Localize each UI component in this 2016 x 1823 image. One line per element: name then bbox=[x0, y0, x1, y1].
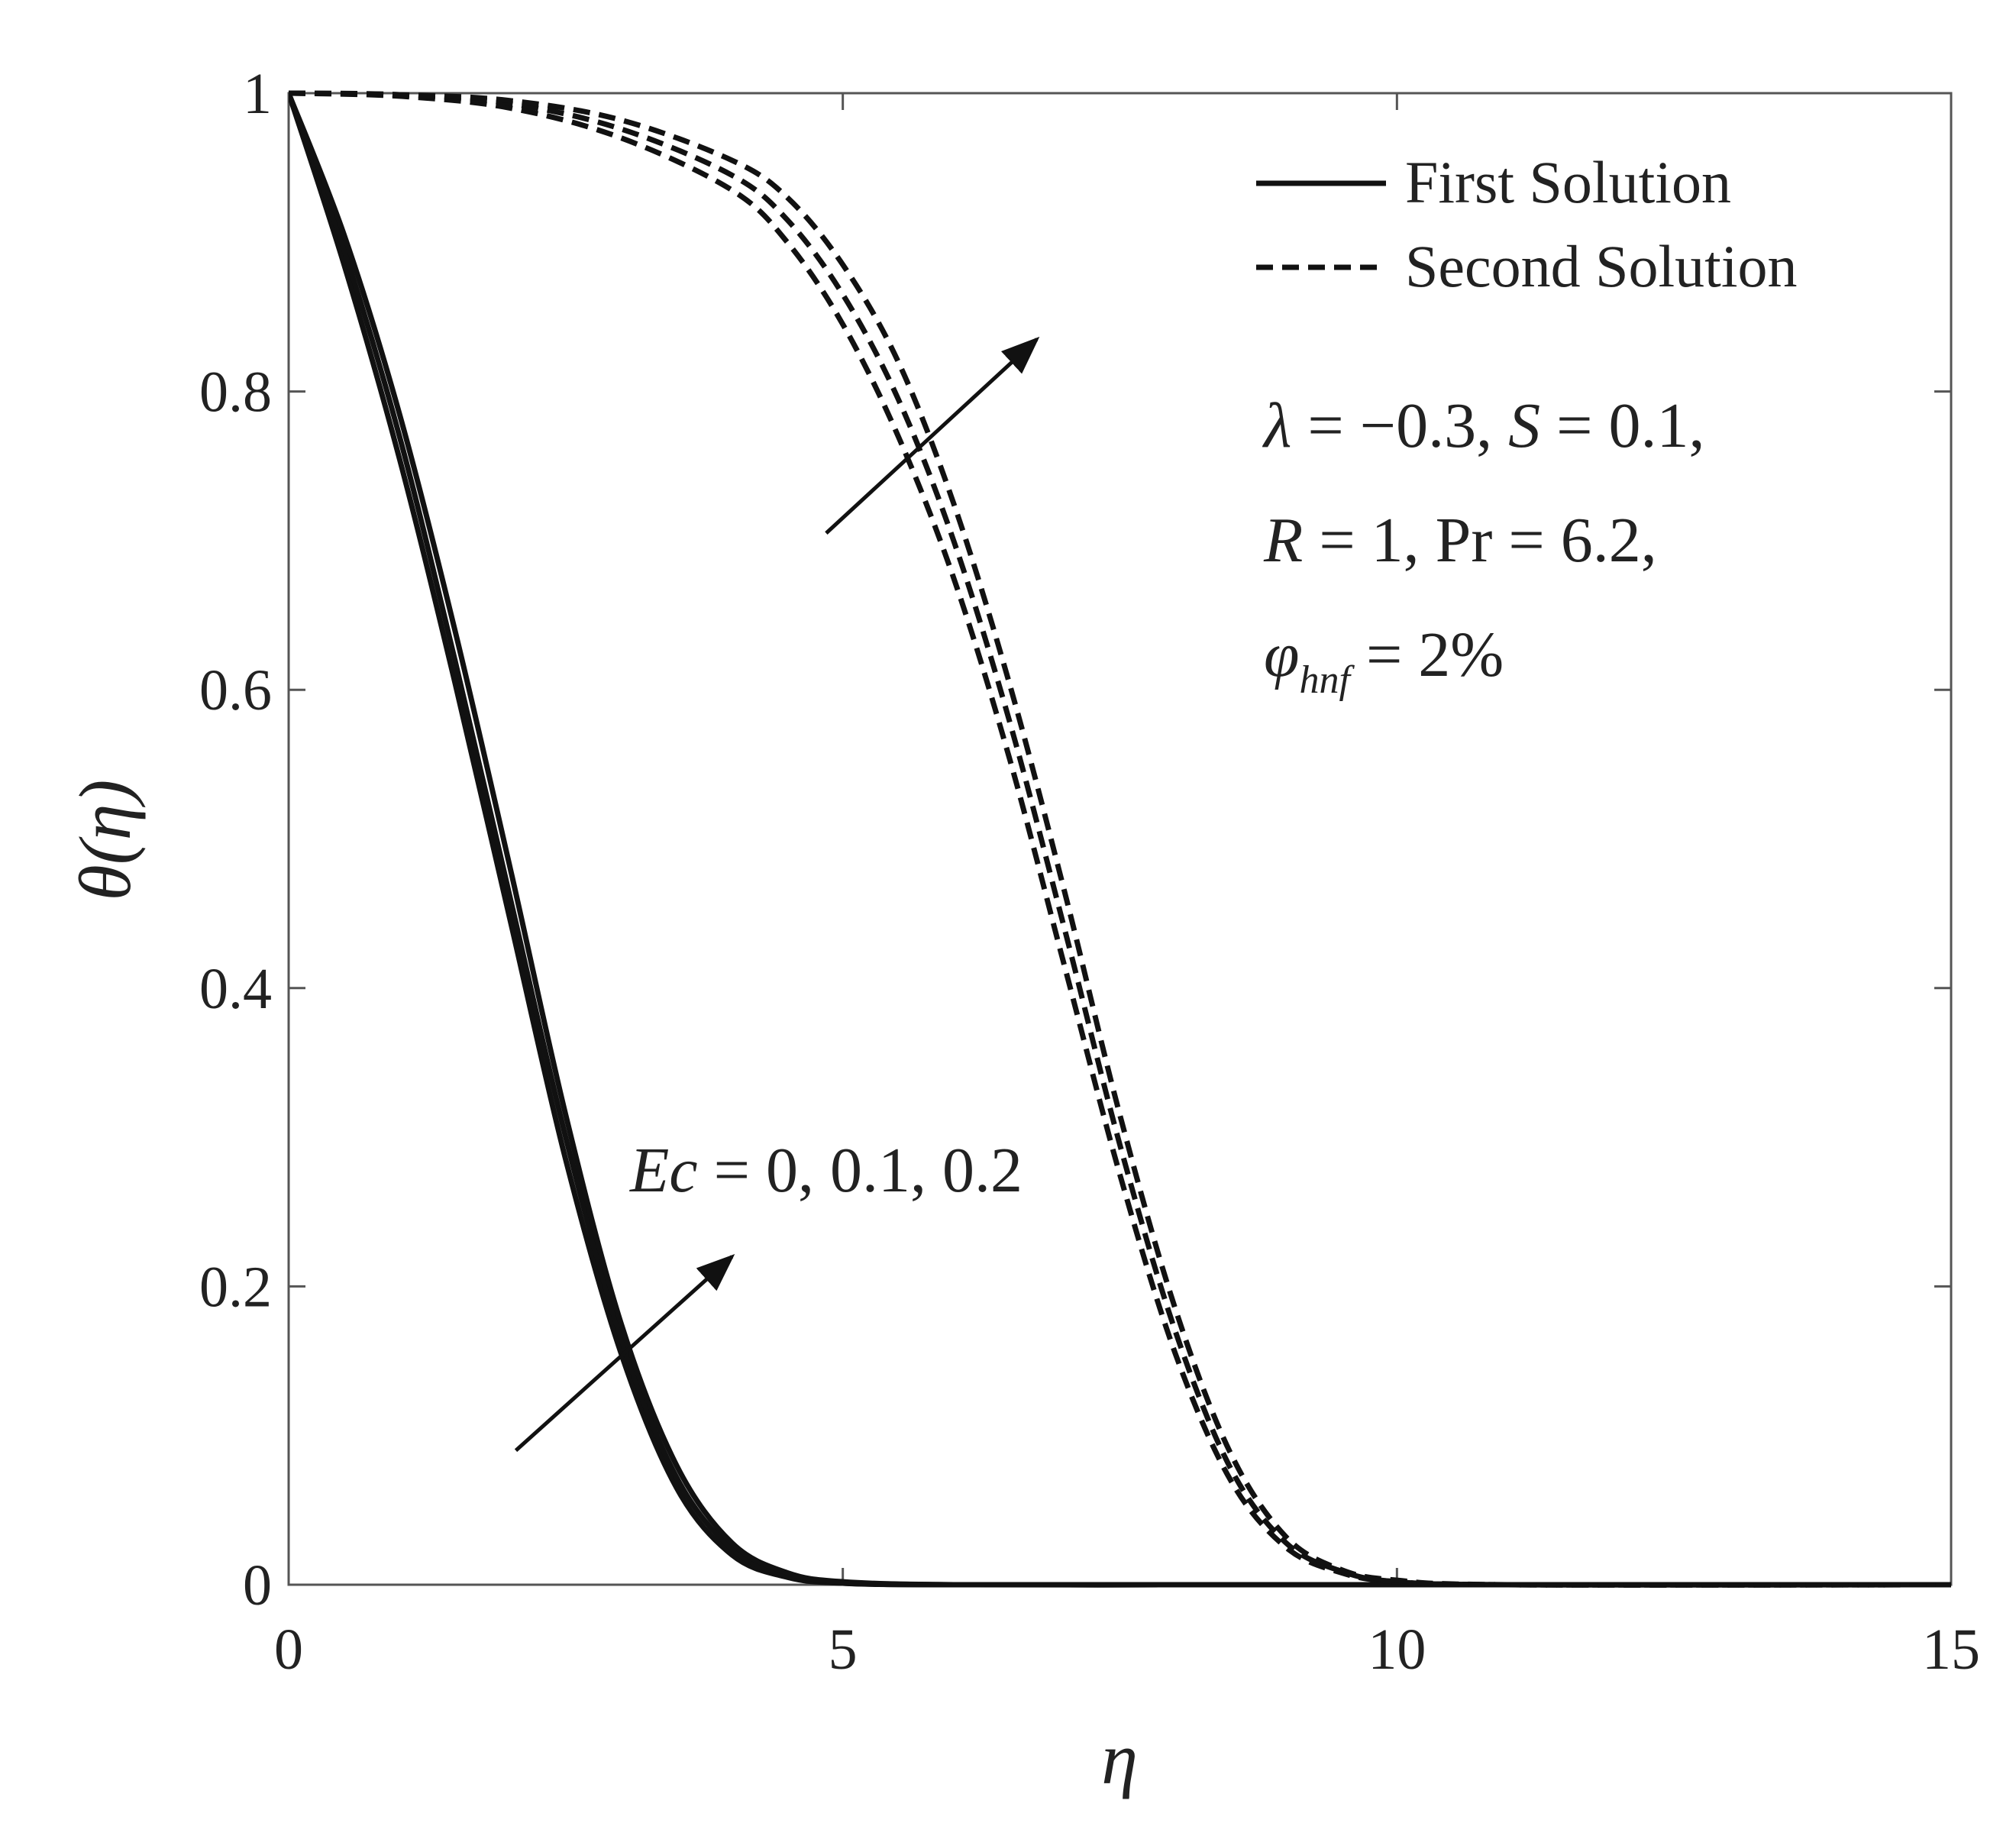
second-solution-line-1 bbox=[289, 90, 1951, 1588]
x-tick-label: 0 bbox=[274, 1618, 303, 1682]
y-tick-label: 1 bbox=[243, 62, 272, 126]
ec-symbol: Ec bbox=[629, 1135, 698, 1206]
y-tick-label: 0.8 bbox=[199, 360, 272, 425]
x-tick-label: 5 bbox=[829, 1618, 858, 1682]
r-symbol: R bbox=[1263, 505, 1303, 576]
legend-first-solution-label: First Solution bbox=[1405, 149, 1731, 215]
x-tick-label: 15 bbox=[1922, 1618, 1980, 1682]
arrow-second-solution bbox=[825, 336, 1040, 535]
legend-second-solution-label: Second Solution bbox=[1405, 233, 1798, 299]
series-group bbox=[289, 90, 1951, 1588]
lambda-symbol: λ bbox=[1262, 390, 1291, 461]
r-pr-values: = 1, Pr = 6.2, bbox=[1303, 505, 1656, 576]
s-value: = 0.1, bbox=[1540, 390, 1704, 461]
ec-annotation: Ec = 0, 0.1, 0.2 bbox=[629, 1135, 1023, 1206]
phi-subscript: hnf bbox=[1299, 658, 1355, 702]
legend: First Solution Second Solution bbox=[1256, 149, 1798, 299]
y-tick-label: 0.4 bbox=[199, 957, 272, 1021]
second-solution-line-2 bbox=[289, 90, 1951, 1588]
phi-symbol: φ bbox=[1264, 619, 1299, 690]
params-line-1: λ = −0.3, S = 0.1, bbox=[1262, 390, 1705, 461]
ec-values: = 0, 0.1, 0.2 bbox=[698, 1135, 1023, 1206]
lambda-value: = −0.3, bbox=[1291, 390, 1508, 461]
y-tick-label: 0 bbox=[243, 1553, 272, 1618]
x-axis-title: η bbox=[1101, 1718, 1138, 1799]
params-line-3: φhnf = 2% bbox=[1264, 619, 1504, 702]
params-line-2: R = 1, Pr = 6.2, bbox=[1263, 505, 1657, 576]
tick-labels: 0 5 10 15 0 0.2 0.4 0.6 0.8 1 bbox=[199, 62, 1980, 1682]
ticks bbox=[287, 92, 1953, 1586]
first-solution-line-2 bbox=[289, 92, 1951, 1588]
plot-area bbox=[287, 92, 1953, 1586]
x-tick-label: 10 bbox=[1368, 1618, 1426, 1682]
y-tick-label: 0.2 bbox=[199, 1255, 272, 1319]
s-symbol: S bbox=[1508, 390, 1540, 461]
y-tick-label: 0.6 bbox=[199, 658, 272, 722]
arrow-first-solution bbox=[514, 1254, 735, 1453]
y-axis-title: θ(η) bbox=[64, 780, 146, 901]
parameters-annotation: λ = −0.3, S = 0.1, R = 1, Pr = 6.2, φhnf… bbox=[1262, 390, 1705, 702]
phi-value: = 2% bbox=[1350, 619, 1504, 690]
